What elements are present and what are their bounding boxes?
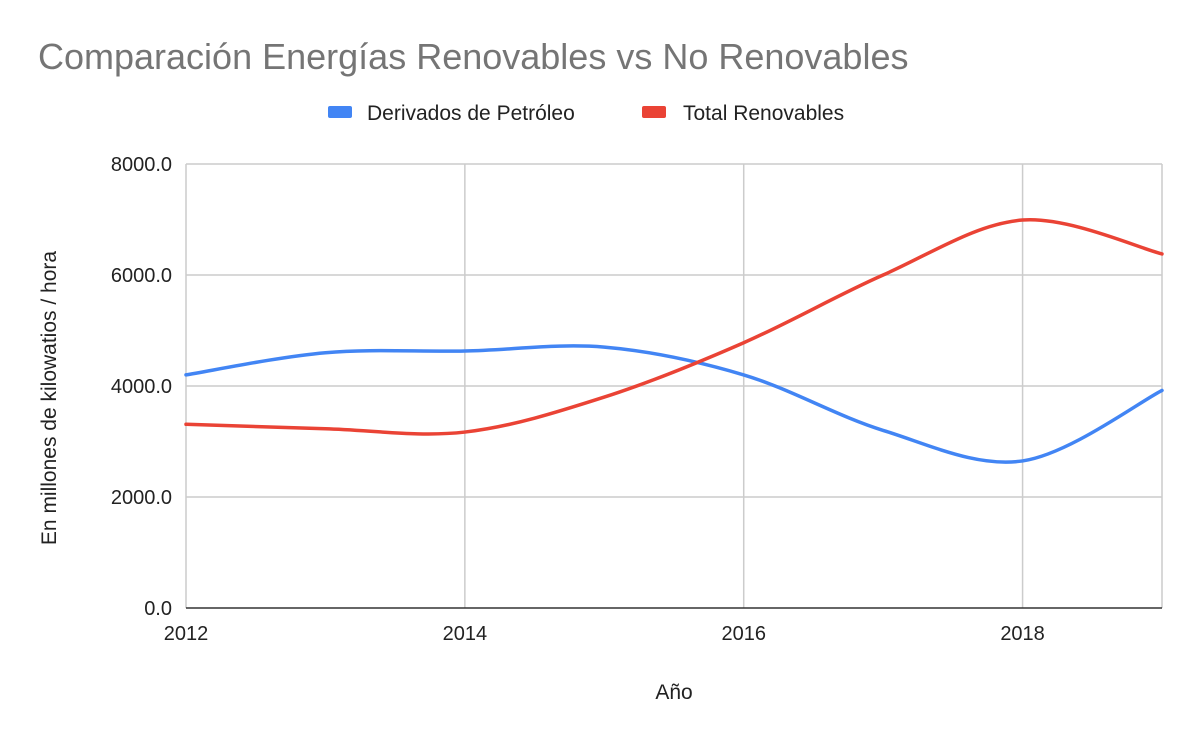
y-axis-label: En millones de kilowatios / hora: [38, 251, 61, 545]
series-line-0[interactable]: [184, 344, 1164, 464]
grid: [185, 163, 1163, 609]
y-tick-label: 0.0: [144, 598, 172, 620]
y-tick-label: 6000.0: [111, 265, 172, 287]
y-tick-label: 4000.0: [111, 376, 172, 398]
series-line-1[interactable]: [184, 218, 1164, 436]
y-tick-label: 8000.0: [111, 154, 172, 176]
x-axis-label: Año: [655, 681, 692, 704]
series-lines: [184, 218, 1164, 464]
y-axis-ticks: 0.0 2000.0 4000.0 6000.0 8000.0: [111, 154, 172, 620]
x-axis-ticks: 2012 2014 2016 2018: [164, 623, 1045, 645]
legend-item-0[interactable]: Derivados de Petróleo: [328, 102, 575, 125]
y-tick-label: 2000.0: [111, 487, 172, 509]
x-tick-label: 2012: [164, 623, 209, 645]
legend-label-1: Total Renovables: [683, 102, 844, 125]
legend-label-0: Derivados de Petróleo: [367, 102, 575, 125]
x-tick-label: 2016: [721, 623, 766, 645]
legend-swatch-0: [328, 106, 352, 118]
legend-item-1[interactable]: Total Renovables: [642, 102, 844, 125]
chart-title: Comparación Energías Renovables vs No Re…: [38, 36, 908, 77]
x-tick-label: 2018: [1000, 623, 1045, 645]
legend: Derivados de Petróleo Total Renovables: [328, 102, 844, 125]
x-tick-label: 2014: [443, 623, 488, 645]
legend-swatch-1: [642, 106, 666, 118]
